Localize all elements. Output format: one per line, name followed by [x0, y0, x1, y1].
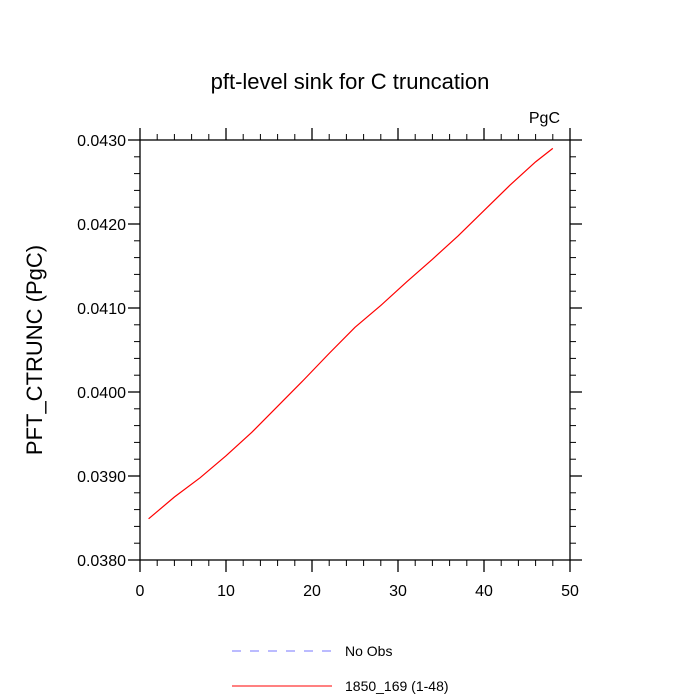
chart-title: pft-level sink for C truncation — [211, 69, 490, 94]
x-tick-label: 40 — [475, 583, 493, 600]
legend: No Obs 1850_169 (1-48) — [232, 643, 449, 694]
x-tick-label: 10 — [217, 583, 235, 600]
units-label: PgC — [529, 110, 560, 127]
series-line-1 — [148, 147, 554, 520]
legend-label-1: 1850_169 (1-48) — [345, 678, 449, 694]
x-tick-label: 20 — [303, 583, 321, 600]
y-tick-label: 0.0390 — [77, 469, 126, 486]
y-tick-label: 0.0420 — [77, 217, 126, 234]
plot-area: 0 10 20 30 40 50 0.0380 0.0390 0.0400 0.0410 0.042… — [77, 128, 582, 600]
y-tick-label: 0.0410 — [77, 301, 126, 318]
y-tick-label: 0.0430 — [77, 133, 126, 150]
legend-label-0: No Obs — [345, 643, 392, 659]
plot-frame — [139, 139, 571, 561]
y-axis-label: PFT_CTRUNC (PgC) — [22, 245, 47, 455]
x-tick-label: 0 — [136, 583, 145, 600]
x-tick-label: 30 — [389, 583, 407, 600]
y-tick-label: 0.0380 — [77, 553, 126, 570]
x-tick-label: 50 — [561, 583, 579, 600]
y-tick-label: 0.0400 — [77, 385, 126, 402]
